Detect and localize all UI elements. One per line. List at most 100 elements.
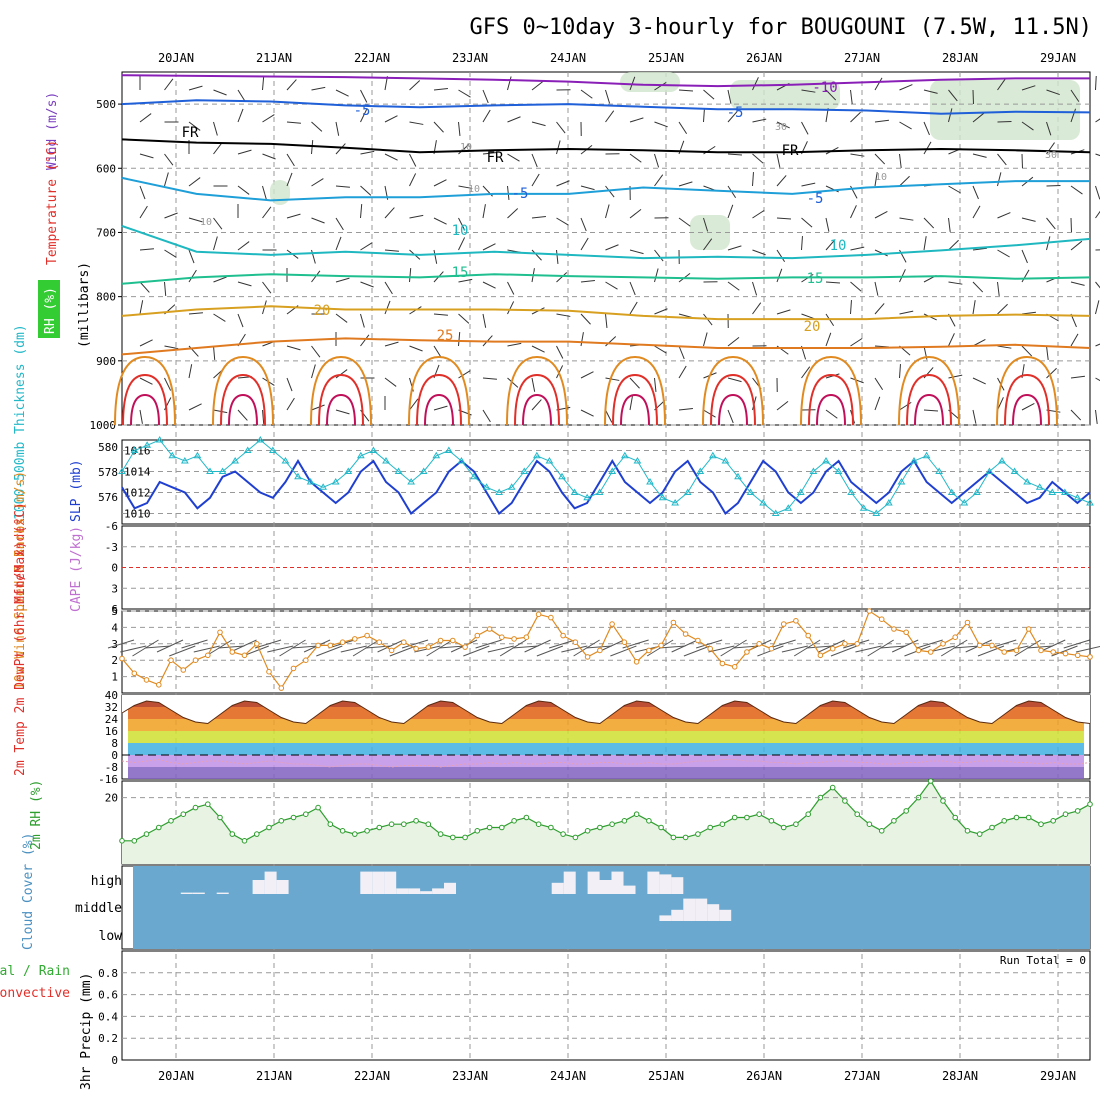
wind-barb — [629, 117, 644, 123]
wind-barb — [874, 119, 889, 123]
isotherm-label: 10 — [830, 238, 847, 254]
surface-wind-barb — [169, 645, 196, 657]
wind-barb — [482, 313, 487, 328]
wind-barb — [654, 377, 657, 392]
thickness-point — [922, 451, 931, 459]
wind-speed-point — [499, 634, 505, 641]
surface-wind-barb — [536, 645, 564, 657]
wind-barb — [213, 409, 228, 414]
wind-barb — [727, 245, 742, 251]
wind-barb — [507, 76, 512, 91]
temperature-tick-label: 40 — [105, 689, 118, 702]
wind-barb — [825, 409, 838, 419]
thickness-point — [1048, 488, 1057, 495]
thickness-point — [180, 457, 189, 464]
isotherm-label: 20 — [314, 303, 331, 319]
wind-speed-point — [891, 626, 897, 632]
thickness-point — [985, 467, 994, 474]
date-label-top: 25JAN — [648, 51, 684, 65]
rh2m-point — [315, 804, 321, 811]
convective-loop — [122, 373, 168, 426]
convective-loop — [996, 355, 1058, 426]
isotherm-15 — [121, 273, 1091, 285]
wind-barb — [286, 213, 301, 219]
thickness-point — [1023, 478, 1032, 485]
thickness-point — [168, 451, 177, 459]
rh2m-point — [1062, 811, 1069, 818]
thickness-point — [1060, 488, 1069, 495]
wind-barb — [237, 89, 246, 103]
wind-speed-point — [976, 642, 983, 649]
thickness-point — [759, 499, 768, 506]
rh2m-point — [450, 834, 456, 841]
wind-barb — [188, 269, 197, 283]
wind-barb — [580, 89, 593, 99]
rh2m-point — [940, 798, 946, 804]
wind-speed-point — [572, 639, 579, 646]
wind-barb — [801, 235, 803, 251]
wind-barb — [507, 301, 515, 315]
pressure-tick-label: 700 — [96, 226, 116, 239]
wind-barb — [776, 217, 792, 220]
rh2m-point — [633, 811, 640, 818]
wind-barb — [384, 249, 399, 252]
surface-wind-barb — [144, 645, 171, 649]
wind-barb — [262, 281, 272, 294]
wind-barb — [850, 246, 865, 251]
isotherm-label: -5 — [807, 191, 824, 207]
date-label-top: 24JAN — [550, 51, 586, 65]
rh2m-point — [707, 824, 714, 831]
rh2m-point — [486, 824, 493, 831]
wind-speed-point — [878, 616, 885, 623]
wind-barb — [139, 409, 143, 424]
wind-barb — [311, 345, 321, 358]
thickness-point — [1086, 499, 1094, 506]
wind-tick-label: 1 — [111, 671, 118, 684]
wind-barb — [1046, 89, 1060, 96]
wind-barb — [580, 237, 589, 251]
wind-barb — [727, 409, 734, 424]
thickness-point — [319, 483, 328, 490]
wind-barb — [654, 121, 668, 128]
wind-barb — [458, 217, 466, 231]
thickness-point — [457, 457, 466, 464]
date-label-bottom: 29JAN — [1040, 1069, 1076, 1083]
wind-barb — [164, 377, 172, 391]
cloud-cell-middle — [695, 898, 708, 921]
wind-speed-point — [1087, 654, 1093, 660]
wind-barb — [874, 210, 888, 219]
thickness-point — [130, 446, 139, 453]
wind-speed-point — [989, 642, 995, 649]
wind-barb — [409, 173, 417, 187]
thickness-point — [143, 441, 152, 448]
thickness-point — [595, 488, 604, 495]
rh2m-point — [682, 834, 689, 841]
rh2m-point — [768, 818, 775, 824]
thickness-point — [306, 478, 315, 485]
wind-barb — [850, 337, 863, 347]
wind-barb — [605, 281, 618, 290]
wind-barb — [556, 217, 569, 226]
wind-barb — [262, 206, 272, 219]
wind-speed-point — [241, 652, 248, 659]
precip-tick-label: 0.6 — [98, 989, 118, 1002]
cloud-cell-high — [264, 871, 277, 894]
wind-barb — [605, 185, 615, 198]
wind-barb — [703, 238, 713, 251]
wind-barb — [335, 143, 346, 155]
thickness-point — [972, 488, 981, 495]
surface-wind-barb — [683, 645, 711, 657]
rh2m-axis-label: 2m RH (%) — [29, 780, 44, 850]
wind-barb — [164, 249, 177, 258]
convective-loop — [220, 373, 266, 426]
wind-speed-point — [168, 657, 174, 664]
wind-barb — [801, 121, 809, 135]
wind-barb — [262, 409, 265, 424]
wind-speed-point — [131, 670, 138, 677]
wind-speed-point — [731, 664, 738, 670]
wind-barb — [727, 204, 734, 219]
rh2m-point — [303, 811, 309, 818]
wind-speed-point — [829, 645, 836, 652]
rh2m-point — [597, 824, 603, 831]
